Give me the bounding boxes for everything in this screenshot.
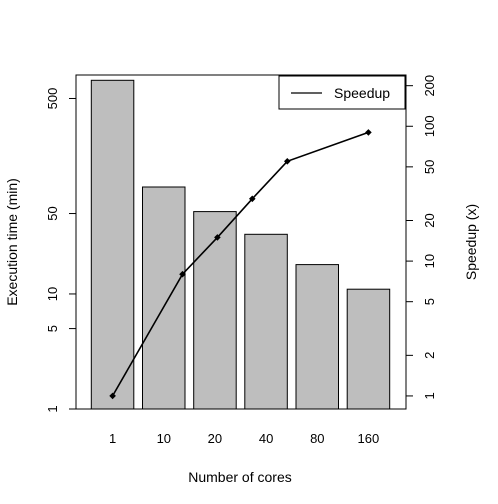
left-tick-label: 10 (45, 287, 60, 301)
bar-1 (90, 79, 135, 410)
x-tick-label: 40 (259, 431, 273, 446)
right-tick-label: 50 (422, 160, 437, 174)
speedup-point (179, 270, 186, 278)
left-y-axis-label: Execution time (min) (4, 178, 20, 306)
bar-20 (193, 211, 237, 410)
left-tick-label: 500 (45, 88, 60, 110)
x-tick-label: 20 (208, 431, 222, 446)
speedup-point (214, 234, 221, 241)
left-tick-label: 50 (45, 206, 60, 220)
right-tick-label: 100 (422, 115, 437, 137)
speedup-line (111, 131, 369, 397)
x-tick-label: 160 (358, 431, 380, 446)
bar-160 (346, 288, 391, 410)
left-tick-label: 5 (45, 325, 60, 332)
x-tick-label: 10 (157, 431, 171, 446)
right-tick-label: 5 (422, 298, 437, 305)
speedup-point (109, 392, 116, 400)
bars-group (90, 79, 391, 410)
x-axis-label: Number of cores (188, 469, 291, 485)
right-tick-label: 200 (422, 75, 437, 97)
legend-entry-speedup: Speedup (334, 85, 390, 101)
right-tick-label: 1 (422, 392, 437, 399)
right-y-axis: 1 2 5 10 20 50 100 200 (405, 75, 437, 400)
left-tick-label: 1 (45, 405, 60, 412)
bar-10 (142, 186, 186, 410)
speedup-point (249, 195, 256, 203)
x-tick-label: 1 (109, 431, 116, 446)
left-y-axis: 1 5 10 50 500 (45, 88, 77, 413)
right-y-axis-label: Speedup (x) (463, 204, 479, 280)
legend: Speedup (278, 75, 406, 110)
right-tick-label: 10 (422, 254, 437, 268)
bar-80 (295, 264, 339, 410)
speedup-point (365, 129, 372, 136)
right-tick-label: 20 (422, 213, 437, 227)
speedup-line-group (109, 129, 372, 400)
x-axis: 1 10 20 40 80 160 (109, 431, 379, 446)
bar-40 (244, 233, 288, 410)
speedup-point (284, 158, 291, 165)
right-tick-label: 2 (422, 352, 437, 359)
x-tick-label: 80 (310, 431, 324, 446)
